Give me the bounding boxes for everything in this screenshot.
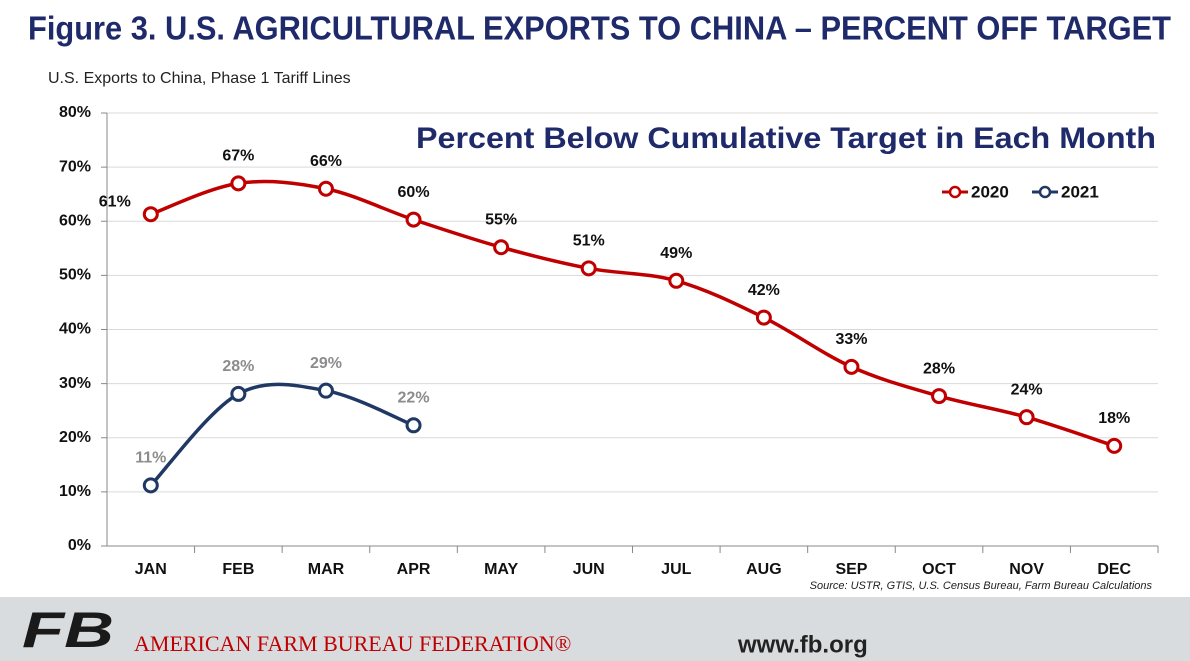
data-label: 61%: [99, 193, 131, 210]
data-label: 29%: [310, 355, 342, 372]
legend-marker: [1038, 185, 1052, 199]
data-label: 67%: [222, 148, 254, 165]
x-tick-label: NOV: [1009, 561, 1044, 578]
legend-label: 2020: [971, 182, 1009, 201]
y-tick-label: 60%: [59, 212, 91, 229]
data-label: 66%: [310, 153, 342, 170]
x-tick-label: JAN: [135, 561, 167, 578]
annotation: Percent Below Cumulative Target in Each …: [416, 122, 1156, 155]
marker: [843, 358, 860, 375]
y-tick-label: 40%: [59, 321, 91, 338]
source: Source: USTR, GTIS, U.S. Census Bureau, …: [810, 580, 1153, 592]
y-tick-label: 10%: [59, 483, 91, 500]
chart-title: Figure 3. U.S. AGRICULTURAL EXPORTS TO C…: [28, 10, 1171, 47]
marker: [580, 260, 597, 277]
x-tick-label: SEP: [835, 561, 867, 578]
y-tick-label: 0%: [68, 537, 91, 554]
url: www.fb.org: [737, 631, 868, 658]
x-tick-label: FEB: [222, 561, 254, 578]
marker: [317, 180, 334, 197]
marker: [317, 382, 334, 399]
marker: [142, 206, 159, 223]
x-tick-label: APR: [397, 561, 431, 578]
y-tick-label: 70%: [59, 158, 91, 175]
subtitle: U.S. Exports to China, Phase 1 Tariff Li…: [48, 70, 351, 87]
data-label: 22%: [398, 390, 430, 407]
marker: [931, 388, 948, 405]
data-label: 51%: [573, 233, 605, 250]
marker: [493, 239, 510, 256]
data-label: 24%: [1011, 381, 1043, 398]
x-tick-label: AUG: [746, 561, 782, 578]
data-label: 33%: [835, 331, 867, 348]
footer-band: [0, 597, 1190, 661]
marker: [1018, 409, 1035, 426]
logo: FB: [22, 602, 114, 658]
org-name: AMERICAN FARM BUREAU FEDERATION®: [134, 631, 571, 656]
data-label: 42%: [748, 282, 780, 299]
marker: [230, 385, 247, 402]
marker: [405, 211, 422, 228]
data-label: 28%: [923, 360, 955, 377]
data-label: 55%: [485, 211, 517, 228]
marker: [668, 272, 685, 289]
legend-label: 2021: [1061, 182, 1099, 201]
y-tick-label: 30%: [59, 375, 91, 392]
data-label: 60%: [398, 184, 430, 201]
marker: [230, 175, 247, 192]
data-label: 28%: [222, 358, 254, 375]
y-tick-label: 50%: [59, 267, 91, 284]
x-tick-label: OCT: [922, 561, 956, 578]
marker: [755, 309, 772, 326]
x-tick-label: DEC: [1097, 561, 1131, 578]
marker: [142, 477, 159, 494]
data-label: 49%: [660, 245, 692, 262]
x-tick-label: JUN: [573, 561, 605, 578]
marker: [1106, 437, 1123, 454]
legend-marker: [948, 185, 962, 199]
data-label: 18%: [1098, 410, 1130, 427]
y-tick-label: 80%: [59, 104, 91, 121]
series-line: [149, 382, 415, 487]
marker: [405, 417, 422, 434]
data-label: 11%: [135, 450, 166, 467]
x-tick-label: JUL: [661, 561, 691, 578]
y-tick-label: 20%: [59, 429, 91, 446]
x-tick-label: MAR: [308, 561, 345, 578]
x-tick-label: MAY: [484, 561, 518, 578]
